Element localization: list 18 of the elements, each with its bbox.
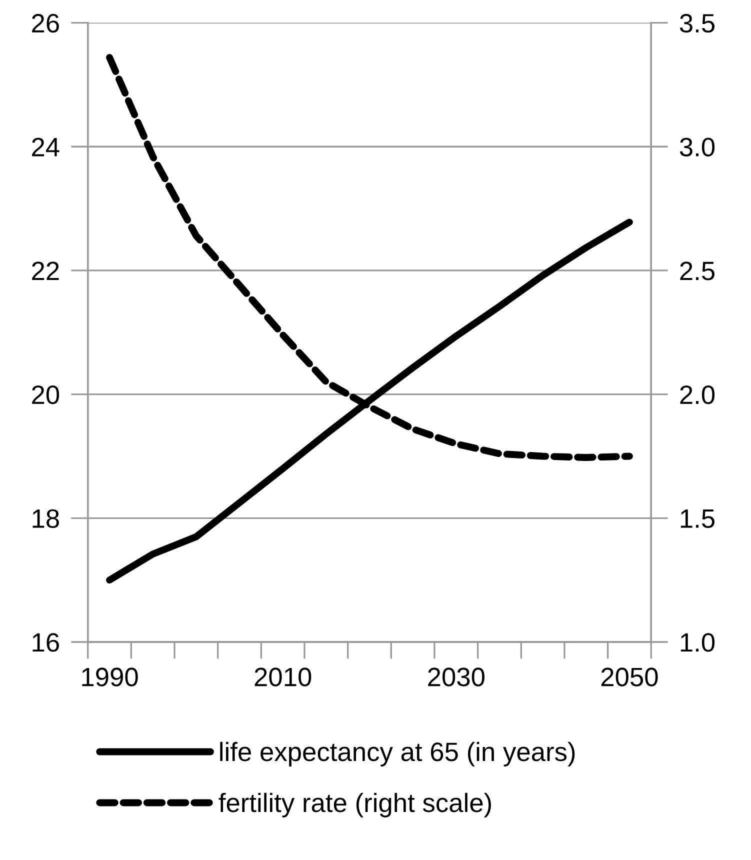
y-tick-label: 16 [32, 633, 59, 652]
y2-tick-label: 2.0 [680, 385, 715, 404]
y2-tick-label: 3.5 [680, 14, 714, 33]
y2-tick-label: 2.5 [680, 262, 714, 280]
y-tick-label: 24 [32, 138, 60, 156]
y-tick-label: 26 [32, 14, 59, 33]
x-tick-label: 2010 [254, 668, 312, 686]
y2-tick-label: 1.5 [680, 510, 714, 528]
y-tick-label: 20 [32, 385, 60, 404]
y2-tick-label: 1.0 [680, 633, 715, 652]
x-tick-label: 2030 [428, 668, 484, 686]
x-tick-label: 2050 [601, 668, 658, 686]
y2-tick-label: 3.0 [680, 138, 715, 156]
y-tick-label: 18 [32, 509, 59, 528]
x-tick-label: 1990 [82, 668, 138, 686]
legend-label: life expectancy at 65 (in years) [220, 742, 575, 766]
y-tick-label: 22 [32, 262, 59, 280]
legend-label: fertility rate (right scale) [218, 792, 491, 818]
